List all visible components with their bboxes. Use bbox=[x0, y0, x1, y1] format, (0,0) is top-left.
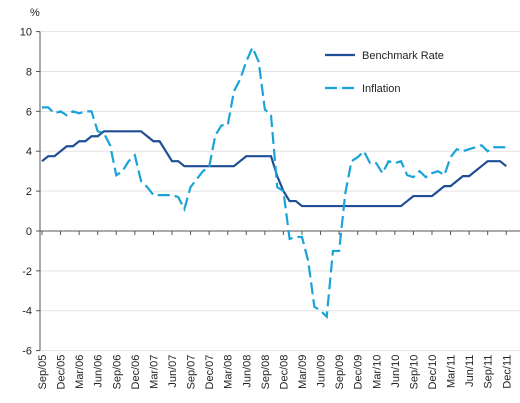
x-tick-label: Mar/09 bbox=[297, 355, 309, 389]
x-tick-label: Sep/06 bbox=[111, 355, 123, 390]
x-tick-label: Mar/07 bbox=[148, 355, 160, 389]
x-tick-label: Dec/07 bbox=[204, 355, 216, 390]
x-tick-label: Sep/10 bbox=[408, 355, 420, 390]
x-tick-label: Sep/11 bbox=[483, 355, 495, 389]
x-tick-label: Jun/07 bbox=[167, 355, 179, 388]
x-tick-label: Mar/10 bbox=[371, 355, 383, 389]
y-tick-label: -6 bbox=[22, 346, 32, 358]
y-tick-label: -2 bbox=[22, 266, 32, 278]
legend-label: Inflation bbox=[362, 83, 401, 95]
y-unit: % bbox=[30, 7, 40, 19]
y-tick-label: 10 bbox=[20, 27, 32, 39]
series-line bbox=[42, 44, 507, 320]
x-tick-label: Dec/11 bbox=[501, 355, 513, 389]
x-tick-label: Jun/09 bbox=[316, 355, 328, 388]
x-tick-label: Sep/07 bbox=[186, 355, 198, 390]
y-tick-label: 6 bbox=[26, 106, 32, 118]
x-tick-label: Dec/10 bbox=[427, 355, 439, 390]
x-tick-label: Mar/08 bbox=[223, 355, 235, 389]
x-tick-label: Dec/08 bbox=[278, 355, 290, 390]
y-tick-label: 2 bbox=[26, 186, 32, 198]
x-tick-label: Jun/08 bbox=[241, 355, 253, 388]
x-tick-label: Mar/11 bbox=[446, 355, 458, 388]
x-tick-label: Jun/11 bbox=[464, 355, 476, 387]
x-tick-label: Jun/10 bbox=[390, 355, 402, 388]
y-tick-label: -4 bbox=[22, 306, 32, 318]
x-tick-label: Sep/09 bbox=[334, 355, 346, 390]
x-tick-label: Dec/06 bbox=[130, 355, 142, 390]
x-tick-label: Mar/06 bbox=[74, 355, 86, 389]
legend-label: Benchmark Rate bbox=[362, 50, 444, 62]
x-tick-label: Jun/06 bbox=[93, 355, 105, 388]
y-tick-label: 0 bbox=[26, 226, 32, 238]
y-tick-label: 4 bbox=[26, 146, 32, 158]
x-tick-label: Dec/09 bbox=[353, 355, 365, 390]
series-line bbox=[41, 130, 507, 208]
x-tick-label: Sep/05 bbox=[37, 355, 49, 390]
x-tick-label: Dec/05 bbox=[56, 355, 68, 390]
y-tick-label: 8 bbox=[26, 66, 32, 78]
x-tick-label: Sep/08 bbox=[260, 355, 272, 390]
